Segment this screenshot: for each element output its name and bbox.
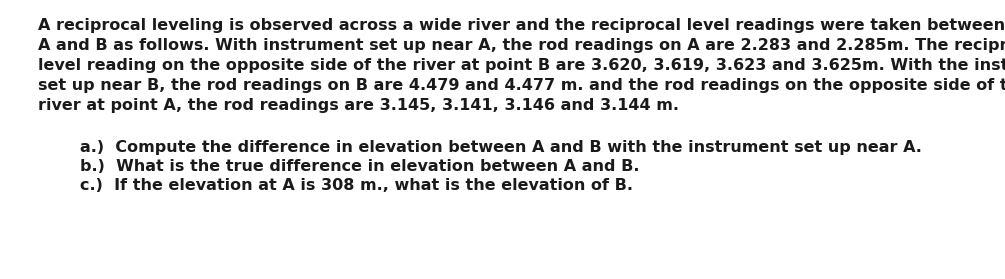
Text: c.)  If the elevation at A is 308 m., what is the elevation of B.: c.) If the elevation at A is 308 m., wha…	[80, 178, 633, 193]
Text: river at point A, the rod readings are 3.145, 3.141, 3.146 and 3.144 m.: river at point A, the rod readings are 3…	[38, 98, 679, 113]
Text: A and B as follows. With instrument set up near A, the rod readings on A are 2.2: A and B as follows. With instrument set …	[38, 38, 1005, 53]
Text: b.)  What is the true difference in elevation between A and B.: b.) What is the true difference in eleva…	[80, 159, 639, 174]
Text: a.)  Compute the difference in elevation between A and B with the instrument set: a.) Compute the difference in elevation …	[80, 140, 922, 155]
Text: A reciprocal leveling is observed across a wide river and the reciprocal level r: A reciprocal leveling is observed across…	[38, 18, 1005, 33]
Text: level reading on the opposite side of the river at point B are 3.620, 3.619, 3.6: level reading on the opposite side of th…	[38, 58, 1005, 73]
Text: set up near B, the rod readings on B are 4.479 and 4.477 m. and the rod readings: set up near B, the rod readings on B are…	[38, 78, 1005, 93]
